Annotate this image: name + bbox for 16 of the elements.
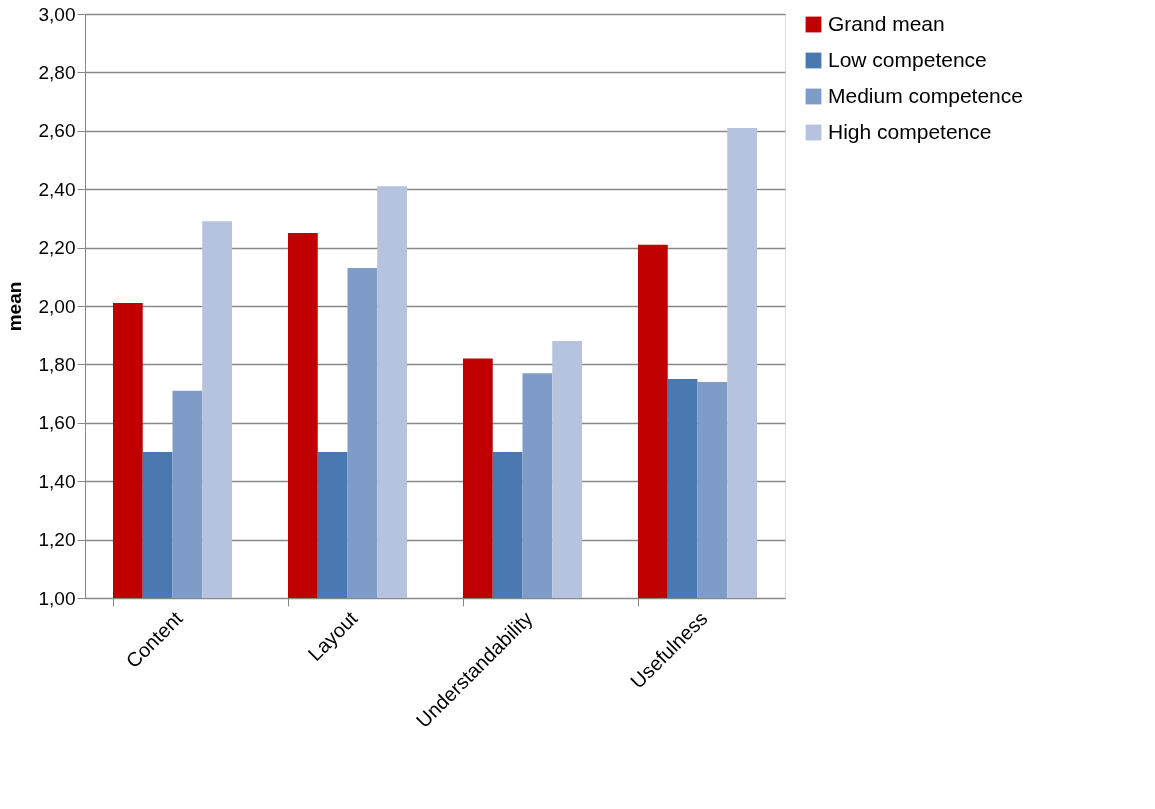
y-tick-label: 1,20 bbox=[38, 529, 76, 551]
legend-label: Grand mean bbox=[828, 11, 945, 35]
y-tick-label: 1,40 bbox=[38, 470, 76, 492]
y-tick-label: 2,20 bbox=[38, 237, 76, 259]
y-tick-label: 2,00 bbox=[38, 295, 76, 317]
y-tick-label: 3,00 bbox=[38, 3, 76, 25]
legend-label: Low competence bbox=[828, 47, 987, 71]
y-tick-label: 2,80 bbox=[38, 61, 76, 83]
legend-label: High competence bbox=[828, 119, 992, 143]
y-axis-title: mean bbox=[3, 281, 25, 332]
y-tick-label: 1,00 bbox=[38, 587, 76, 609]
y-tick-label: 1,80 bbox=[38, 353, 76, 375]
y-tick-label: 2,60 bbox=[38, 120, 76, 142]
legend-label: Medium competence bbox=[828, 83, 1023, 107]
y-tick-label: 2,40 bbox=[38, 178, 76, 200]
y-tick-label: 1,60 bbox=[38, 412, 76, 434]
